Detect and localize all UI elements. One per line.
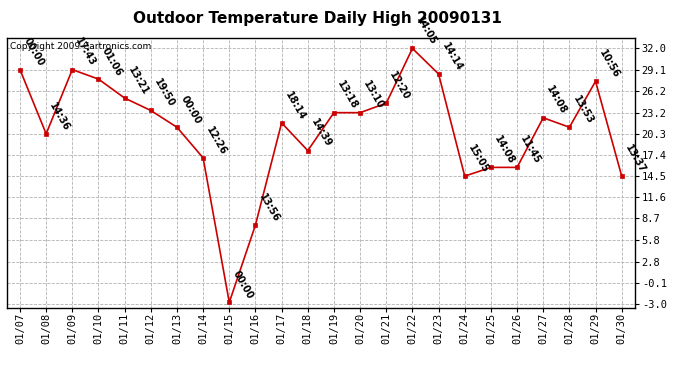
Text: 00:00: 00:00: [230, 269, 255, 301]
Text: 15:05: 15:05: [466, 143, 491, 175]
Text: 13:56: 13:56: [257, 192, 281, 224]
Text: 13:37: 13:37: [623, 143, 647, 175]
Text: 17:43: 17:43: [74, 36, 98, 68]
Text: 00:00: 00:00: [21, 36, 46, 68]
Text: 19:50: 19:50: [152, 77, 177, 109]
Text: 12:20: 12:20: [388, 70, 412, 102]
Text: 00:00: 00:00: [178, 94, 202, 126]
Text: 14:39: 14:39: [309, 117, 333, 149]
Text: 10:56: 10:56: [597, 48, 621, 80]
Text: 13:53: 13:53: [571, 94, 595, 126]
Text: 13:10: 13:10: [362, 80, 386, 111]
Text: 14:14: 14:14: [440, 41, 464, 73]
Text: Copyright 2009 Cartronics.com: Copyright 2009 Cartronics.com: [10, 42, 151, 51]
Text: 14:08: 14:08: [544, 84, 569, 116]
Text: 14:05: 14:05: [414, 15, 438, 47]
Text: 14:36: 14:36: [48, 100, 72, 132]
Text: 01:06: 01:06: [100, 46, 124, 78]
Text: 18:14: 18:14: [283, 90, 307, 122]
Text: 14:08: 14:08: [492, 134, 517, 166]
Text: 11:45: 11:45: [518, 134, 542, 166]
Text: 12:26: 12:26: [204, 124, 228, 156]
Text: Outdoor Temperature Daily High 20090131: Outdoor Temperature Daily High 20090131: [133, 11, 502, 26]
Text: 13:21: 13:21: [126, 65, 150, 97]
Text: 13:18: 13:18: [335, 80, 359, 111]
